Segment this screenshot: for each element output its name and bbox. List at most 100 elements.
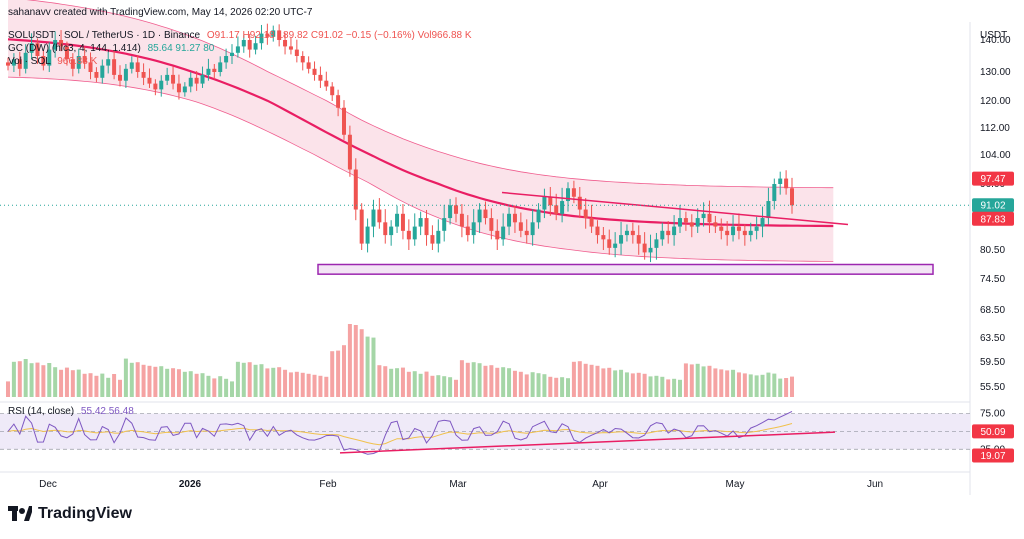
candle-body bbox=[678, 218, 682, 227]
volume-bar bbox=[359, 329, 364, 397]
volume-bar bbox=[194, 373, 199, 397]
rsi-line bbox=[7, 410, 793, 455]
time-tick-label: Apr bbox=[592, 479, 608, 490]
candle-body bbox=[106, 59, 111, 66]
time-tick-label: Feb bbox=[319, 479, 337, 490]
volume-bar bbox=[624, 372, 629, 397]
volume-bar bbox=[294, 371, 299, 397]
rsi-label: RSI (14, close) bbox=[8, 406, 75, 417]
candle-body bbox=[766, 201, 771, 219]
volume-bar bbox=[430, 375, 435, 397]
candle-body bbox=[554, 205, 559, 214]
credit-text: sahanavv created with TradingView.com, M… bbox=[8, 7, 313, 18]
volume-bar bbox=[672, 378, 677, 397]
candle-body bbox=[666, 230, 671, 236]
candle-body bbox=[383, 222, 388, 236]
volume-bar bbox=[176, 369, 181, 397]
candle-body bbox=[224, 56, 229, 63]
volume-bar bbox=[548, 376, 553, 397]
indicator-values: 85.64 91.27 80 bbox=[147, 43, 215, 54]
volume-bar bbox=[106, 377, 111, 397]
volume-bar bbox=[300, 372, 305, 397]
candle-body bbox=[630, 230, 635, 236]
candle-body bbox=[88, 62, 93, 72]
candle-body bbox=[571, 188, 576, 197]
candle-body bbox=[530, 222, 535, 236]
candle-body bbox=[395, 213, 400, 227]
volume-bar bbox=[47, 363, 52, 397]
volume-bar bbox=[135, 362, 140, 397]
candle-body bbox=[353, 169, 358, 210]
upper-band-badge-bg bbox=[972, 171, 1014, 186]
volume-bar bbox=[530, 372, 535, 397]
candle-body bbox=[701, 213, 706, 219]
candle-body bbox=[11, 59, 16, 66]
candle-body bbox=[406, 230, 411, 240]
price-tick-label: 80.50 bbox=[980, 245, 1005, 256]
candle-body bbox=[754, 226, 759, 231]
candle-body bbox=[695, 218, 700, 227]
volume-bar bbox=[306, 373, 311, 397]
candle-body bbox=[477, 209, 482, 223]
candle-body bbox=[277, 30, 282, 40]
rsi-lower-badge-bg bbox=[972, 448, 1014, 463]
center-band-badge-bg bbox=[972, 211, 1014, 226]
volume-bar bbox=[318, 375, 323, 397]
candle-body bbox=[247, 40, 252, 50]
volume-bar bbox=[507, 368, 512, 397]
volume-bar bbox=[595, 365, 600, 397]
candle-body bbox=[294, 49, 299, 56]
rsi-tick-label: 75.00 bbox=[980, 409, 1005, 420]
candle-body bbox=[312, 68, 317, 75]
candle-body bbox=[454, 205, 458, 214]
volume-bar bbox=[566, 378, 570, 397]
volume-bar bbox=[406, 371, 411, 397]
time-tick-label: Jun bbox=[867, 479, 883, 490]
candle-body bbox=[259, 33, 264, 44]
volume-bar bbox=[731, 369, 736, 397]
volume-bar bbox=[607, 367, 612, 397]
candle-body bbox=[241, 40, 246, 47]
candle-body bbox=[471, 222, 476, 236]
candle-body bbox=[70, 59, 75, 69]
candle-body bbox=[100, 65, 105, 78]
volume-bar bbox=[766, 372, 771, 397]
time-tick-label: Mar bbox=[449, 479, 467, 490]
candle-body bbox=[17, 59, 22, 69]
volume-bar bbox=[619, 369, 624, 397]
volume-bar bbox=[501, 367, 506, 397]
candle-body bbox=[218, 62, 223, 72]
candle-body bbox=[41, 56, 46, 66]
volume-bar bbox=[112, 374, 117, 397]
volume-bar bbox=[660, 376, 665, 397]
volume-bar bbox=[82, 373, 87, 397]
volume-bar bbox=[736, 372, 741, 397]
candle-body bbox=[412, 226, 417, 240]
price-tick-label: 55.50 bbox=[980, 382, 1005, 393]
volume-bar bbox=[471, 362, 476, 397]
candle-body bbox=[288, 46, 293, 50]
volume-bar bbox=[778, 378, 783, 397]
volume-bar bbox=[347, 324, 352, 397]
volume-bar bbox=[790, 376, 794, 397]
volume-bar bbox=[312, 374, 317, 397]
volume-bar bbox=[288, 372, 293, 397]
candle-body bbox=[123, 68, 128, 81]
volume-bar bbox=[636, 372, 641, 397]
volume-bar bbox=[230, 381, 234, 397]
volume-bar bbox=[713, 368, 718, 397]
candle-body bbox=[400, 213, 405, 231]
volume-bar bbox=[542, 374, 547, 397]
volume-bar bbox=[725, 370, 730, 397]
candle-body bbox=[206, 68, 211, 75]
candle-body bbox=[483, 209, 488, 219]
volume-bar bbox=[613, 370, 618, 397]
price-tick-label: 74.50 bbox=[980, 274, 1005, 285]
candle-body bbox=[176, 83, 181, 93]
volume-bar bbox=[371, 337, 376, 397]
candle-body bbox=[719, 226, 724, 231]
volume-bar bbox=[283, 369, 288, 397]
candle-body bbox=[560, 201, 565, 214]
volume-bar bbox=[754, 375, 759, 397]
